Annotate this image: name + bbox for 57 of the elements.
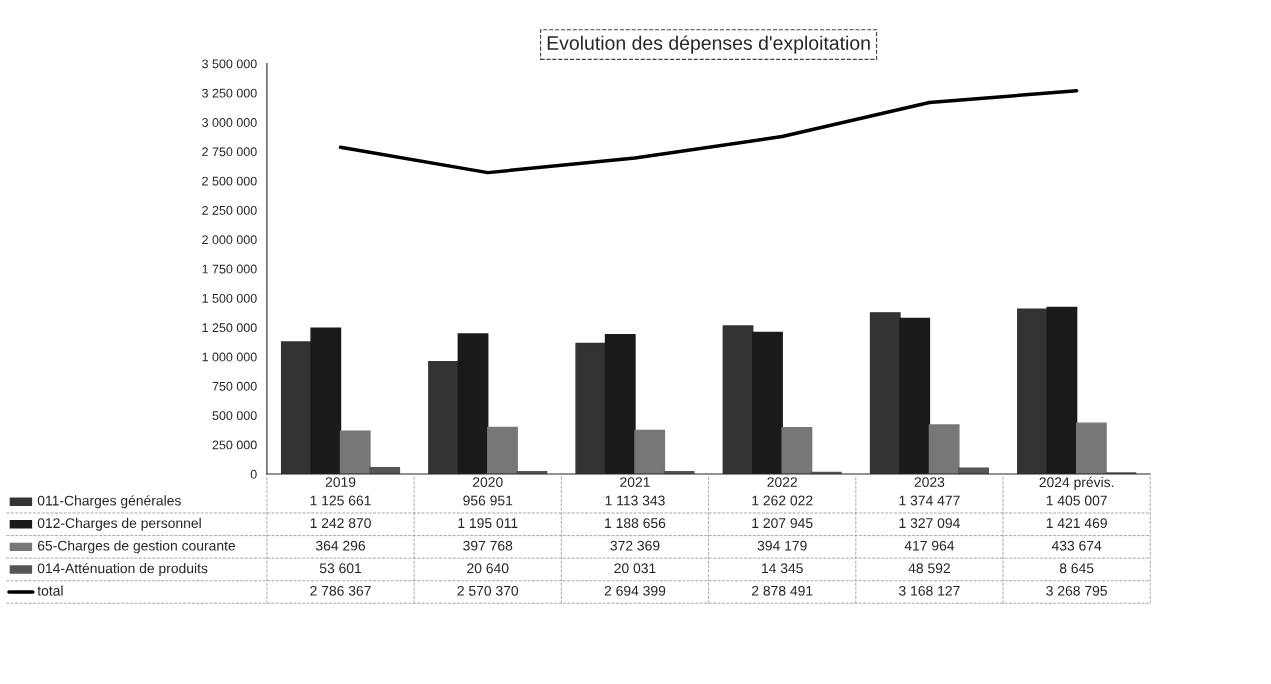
y-tick-label: 1 750 000 [202,264,257,274]
data-label: 48 592 [908,563,950,574]
x-tick-label: 2023 [914,477,945,487]
x-tick-label: 2019 [325,477,356,487]
x-tick-label: 2020 [473,477,503,487]
y-tick-label: 1 250 000 [202,323,257,333]
data-label: 397 768 [463,540,513,551]
y-tick-label: 2 500 000 [202,176,257,186]
legend-label: 014-Atténuation de produits [37,562,208,576]
y-tick-label: 3 000 000 [202,118,257,127]
x-tick-label: 2022 [767,477,797,487]
data-label: 1 113 343 [605,495,665,506]
data-label: 2 694 399 [604,585,666,596]
y-tick-label: 250 000 [212,440,257,450]
data-label: 53 601 [319,563,362,574]
y-tick-label: 1 500 000 [202,293,257,303]
y-tick-label: 2 750 000 [202,147,257,157]
data-label: 2 570 370 [457,585,519,596]
legend-label: total [37,585,63,596]
data-label: 20 031 [614,563,656,574]
data-label: 8 645 [1059,563,1094,574]
data-label: 2 786 367 [310,585,371,596]
data-label: 3 168 127 [899,585,960,596]
legend-label: 012-Charges de personnel [37,517,201,531]
data-label: 956 951 [463,495,513,506]
legend-label: 65-Charges de gestion courante [37,540,236,554]
data-label: 1 195 011 [458,518,518,529]
x-tick-label: 2021 [620,477,650,487]
data-label: 433 674 [1051,540,1102,551]
data-label: 364 296 [315,540,366,551]
data-label: 1 125 661 [310,495,371,506]
y-tick-label: 500 000 [212,411,257,421]
chart-title: Evolution des dépenses d'exploitation [547,35,870,54]
data-label: 1 374 477 [899,495,960,506]
y-tick-label: 0 [250,469,257,479]
y-tick-label: 3 250 000 [202,88,257,98]
data-label: 20 640 [467,563,509,574]
data-label: 2 878 491 [752,585,813,596]
data-label: 14 345 [762,563,803,574]
y-tick-label: 2 000 000 [202,235,257,245]
data-label: 1 421 469 [1046,518,1107,529]
data-label: 1 242 870 [310,518,371,529]
data-label: 3 268 795 [1046,585,1107,596]
data-label: 417 964 [904,540,955,551]
y-tick-label: 3 500 000 [202,59,257,69]
data-label: 1 207 945 [752,518,813,529]
y-tick-label: 750 000 [212,381,257,391]
data-label: 1 405 007 [1046,495,1107,506]
legend-label: 011-Charges générales [37,495,181,509]
data-label: 1 262 022 [752,495,813,506]
data-label: 1 327 094 [899,518,960,529]
y-tick-label: 1 000 000 [202,352,257,362]
data-label: 394 179 [757,540,807,551]
y-tick-label: 2 250 000 [202,205,257,215]
x-tick-label: 2024 prévis. [1039,476,1114,490]
data-label: 1 188 656 [605,518,666,529]
data-label: 372 369 [610,540,660,551]
